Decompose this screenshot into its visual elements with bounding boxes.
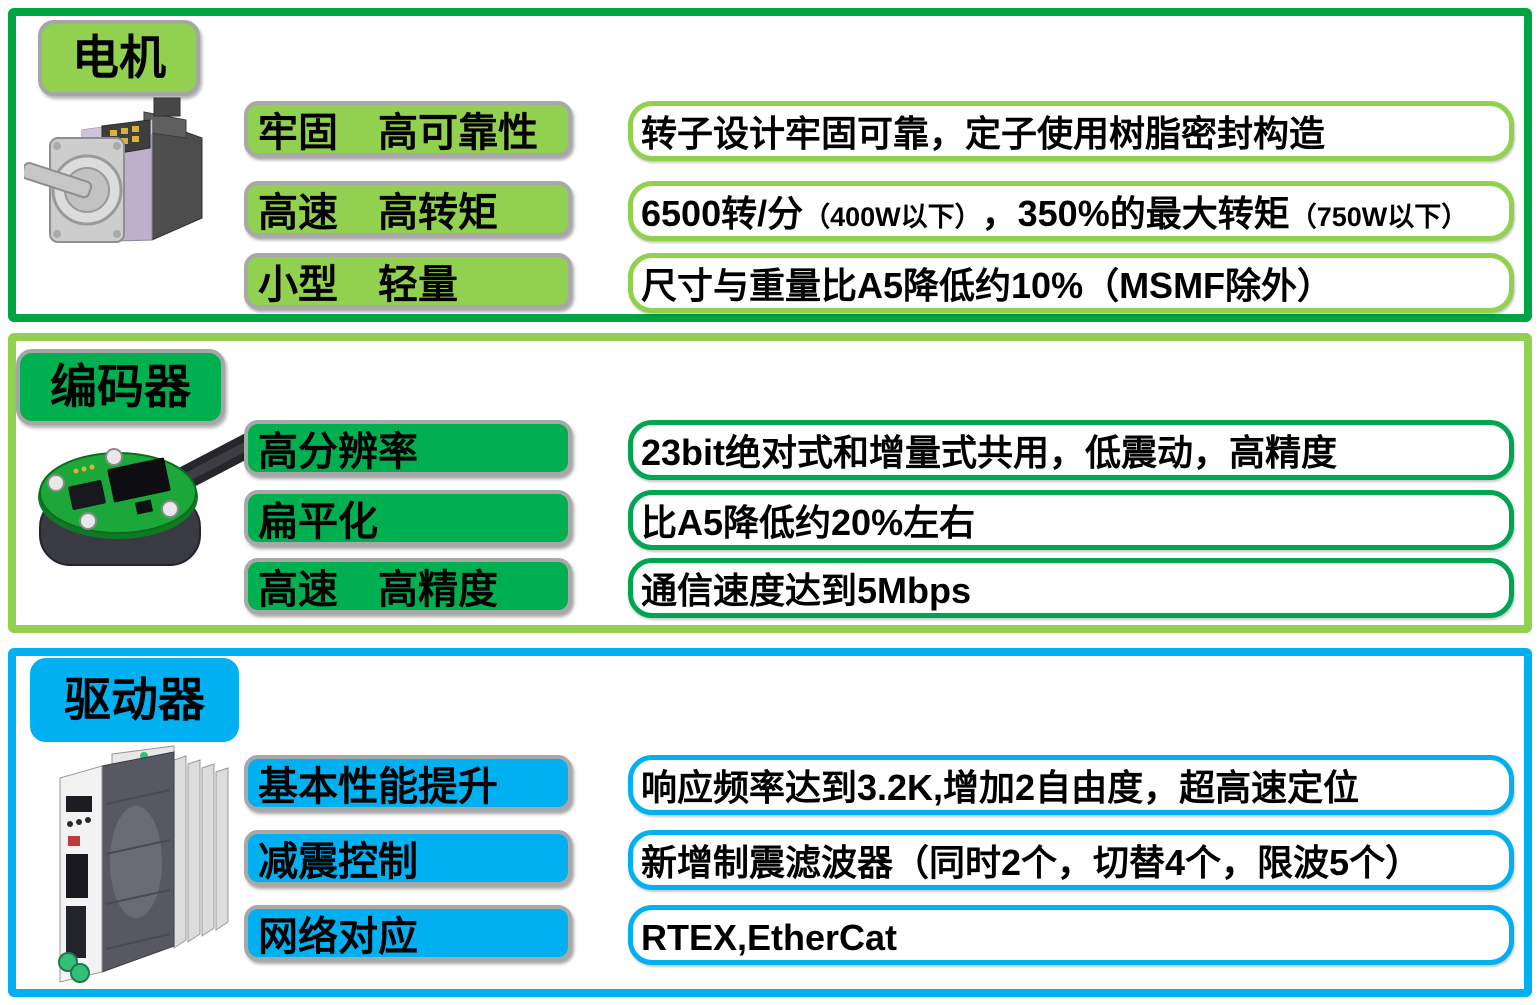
driver-feature-label-3: 网络对应 bbox=[244, 905, 572, 961]
servo-driver-image bbox=[24, 734, 239, 989]
desc-segment: ，350%的最大转矩 bbox=[981, 193, 1290, 234]
encoder-section-title: 编码器 bbox=[16, 349, 225, 425]
desc-segment: 比A5降低约20%左右 bbox=[641, 502, 976, 543]
motor-feature-label-1: 牢固 高可靠性 bbox=[244, 101, 572, 157]
encoder-feature-label-3: 高速 高精度 bbox=[244, 558, 572, 614]
desc-segment: 通信速度达到5Mbps bbox=[641, 570, 972, 611]
servo-driver-icon bbox=[58, 745, 229, 983]
desc-segment: （400W以下） bbox=[803, 202, 982, 232]
motor-feature-desc-1: 转子设计牢固可靠，定子使用树脂密封构造 bbox=[628, 101, 1514, 161]
encoder-icon bbox=[38, 427, 272, 566]
motor-feature-label-2: 高速 高转矩 bbox=[244, 181, 572, 237]
encoder-section: 编码器 高分辨率 23bit绝对式和增量式共用，低震动，高精度 扁平化 比A5降… bbox=[8, 333, 1532, 633]
encoder-feature-label-1: 高分辨率 bbox=[244, 420, 572, 476]
encoder-image bbox=[18, 425, 273, 590]
motor-section-title: 电机 bbox=[38, 20, 200, 96]
servo-motor-icon bbox=[21, 97, 203, 243]
motor-section: 电机 牢固 高可靠性 转子设计牢固可靠，定子使用树脂密封构造 高速 高转矩 65… bbox=[8, 8, 1532, 322]
driver-section-title: 驱动器 bbox=[30, 658, 239, 742]
encoder-feature-desc-3: 通信速度达到5Mbps bbox=[628, 558, 1514, 618]
driver-feature-desc-1: 响应频率达到3.2K,增加2自由度，超高速定位 bbox=[628, 755, 1514, 815]
desc-segment: 响应频率达到3.2K,增加2自由度，超高速定位 bbox=[641, 767, 1360, 808]
encoder-feature-desc-2: 比A5降低约20%左右 bbox=[628, 490, 1514, 550]
servo-motor-image bbox=[21, 90, 234, 265]
driver-section: 驱动器 bbox=[8, 648, 1532, 997]
desc-segment: 新增制震滤波器（同时2个，切替4个，限波5个） bbox=[641, 842, 1422, 883]
driver-feature-label-2: 减震控制 bbox=[244, 830, 572, 886]
desc-segment: RTEX,EtherCat bbox=[641, 917, 898, 958]
desc-segment: 23bit绝对式和增量式共用，低震动，高精度 bbox=[641, 432, 1338, 473]
motor-feature-desc-3: 尺寸与重量比A5降低约10%（MSMF除外） bbox=[628, 253, 1514, 313]
desc-segment: （750W以下） bbox=[1289, 202, 1469, 232]
driver-feature-label-1: 基本性能提升 bbox=[244, 755, 572, 811]
desc-segment: 6500转/分 bbox=[641, 193, 804, 234]
encoder-feature-label-2: 扁平化 bbox=[244, 490, 572, 546]
driver-feature-desc-3: RTEX,EtherCat bbox=[628, 905, 1514, 965]
motor-feature-desc-2: 6500转/分 （400W以下） ，350%的最大转矩 （750W以下） bbox=[628, 181, 1514, 241]
driver-feature-desc-2: 新增制震滤波器（同时2个，切替4个，限波5个） bbox=[628, 830, 1514, 890]
encoder-feature-desc-1: 23bit绝对式和增量式共用，低震动，高精度 bbox=[628, 420, 1514, 480]
desc-segment: 转子设计牢固可靠，定子使用树脂密封构造 bbox=[641, 113, 1326, 154]
desc-segment: 尺寸与重量比A5降低约10%（MSMF除外） bbox=[641, 265, 1334, 306]
motor-feature-label-3: 小型 轻量 bbox=[244, 253, 572, 309]
